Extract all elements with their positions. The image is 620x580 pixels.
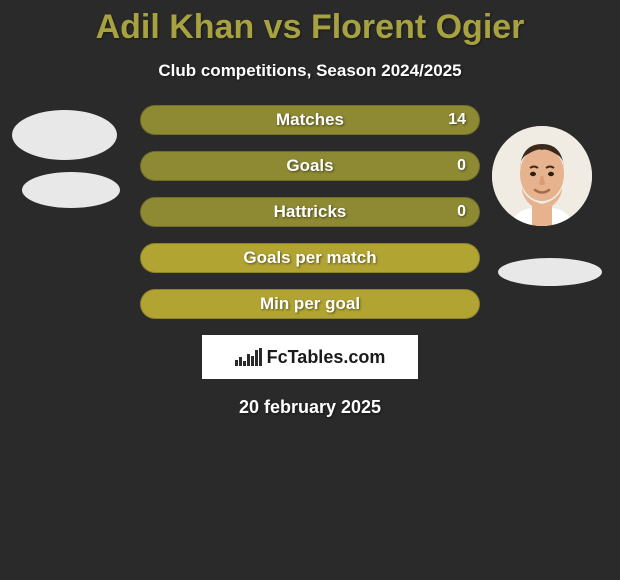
stat-label: Goals [140,151,480,181]
stat-value-right: 0 [457,151,466,181]
stat-label: Min per goal [140,289,480,319]
subtitle: Club competitions, Season 2024/2025 [0,61,620,81]
player-right-avatar [492,126,592,226]
player-left-ellipse-2 [22,172,120,208]
stat-label: Goals per match [140,243,480,273]
logo-text: FcTables.com [267,347,386,368]
stat-row-min-per-goal: Min per goal [140,289,480,319]
stat-row-matches: Matches 14 [140,105,480,135]
stat-row-goals: Goals 0 [140,151,480,181]
stat-row-goals-per-match: Goals per match [140,243,480,273]
date-text: 20 february 2025 [0,397,620,418]
logo-bars-icon [235,348,263,366]
stat-label: Hattricks [140,197,480,227]
stat-value-right: 14 [448,105,466,135]
stat-label: Matches [140,105,480,135]
stat-value-right: 0 [457,197,466,227]
page-title: Adil Khan vs Florent Ogier [0,0,620,47]
player-right-ellipse [498,258,602,286]
player-left-ellipse-1 [12,110,117,160]
site-logo: FcTables.com [202,335,418,379]
stat-row-hattricks: Hattricks 0 [140,197,480,227]
